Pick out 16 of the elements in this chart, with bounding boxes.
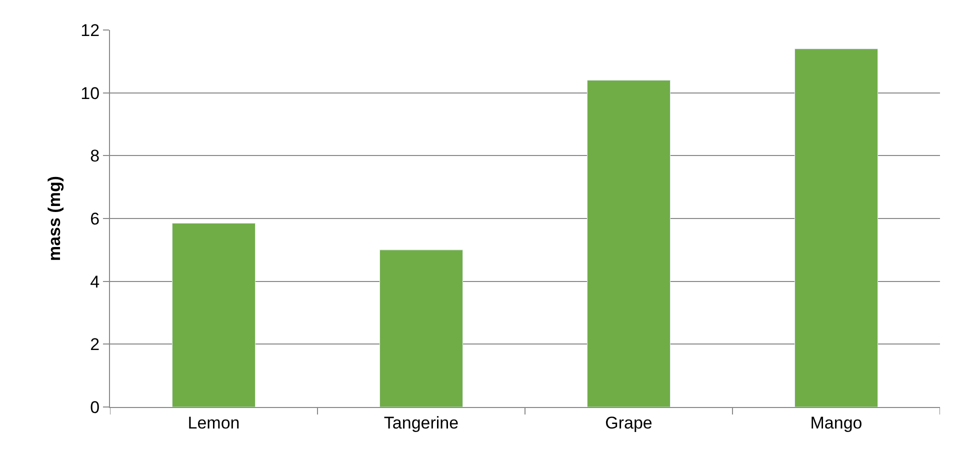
x-tick-label: Mango — [810, 413, 862, 432]
x-tick-label: Grape — [605, 413, 652, 432]
bar — [587, 80, 670, 407]
bar — [172, 222, 256, 407]
y-tick-label: 2 — [90, 335, 100, 354]
bar — [380, 250, 463, 407]
x-tick-label: Lemon — [188, 413, 240, 432]
y-tick-label: 4 — [90, 272, 100, 292]
y-tick-label: 10 — [80, 84, 100, 103]
y-axis-title: mass (mg) — [45, 176, 64, 262]
y-tick-label: 6 — [90, 209, 100, 228]
y-tick-label: 12 — [80, 20, 100, 40]
bar — [794, 48, 878, 407]
y-tick-label: 8 — [90, 146, 100, 166]
y-tick-label: 0 — [90, 398, 100, 417]
x-tick-label: Tangerine — [384, 413, 459, 432]
